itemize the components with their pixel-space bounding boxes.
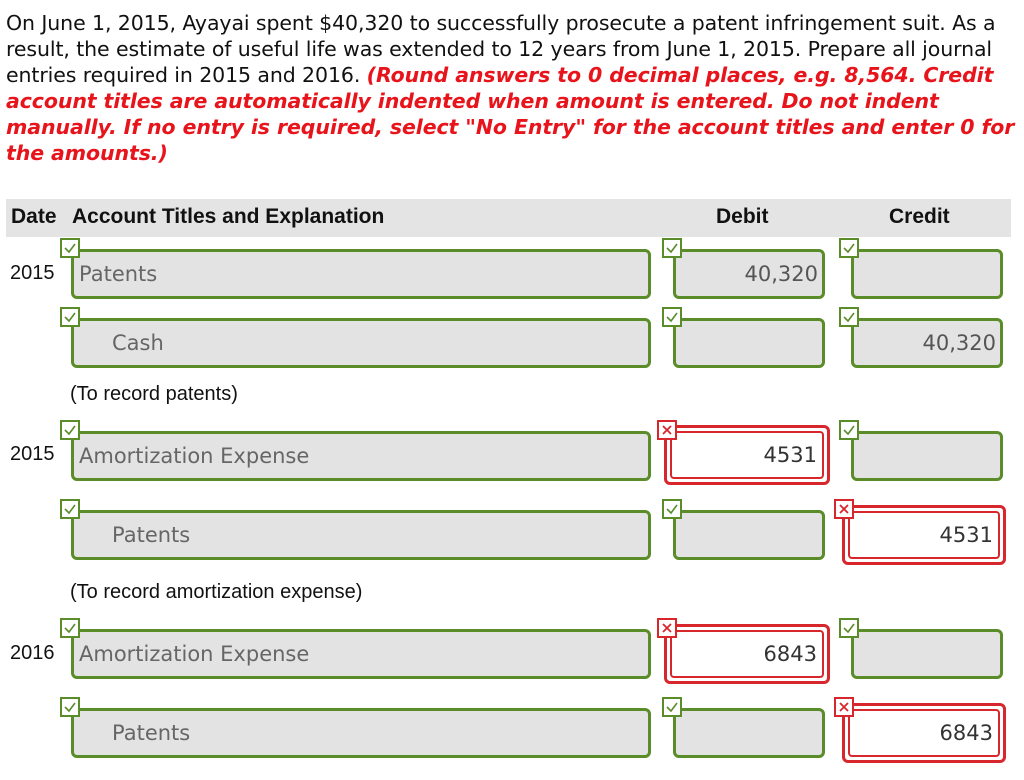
credit-value: 40,320: [922, 331, 996, 355]
cross-icon: [657, 420, 677, 440]
credit-field[interactable]: [851, 249, 1003, 299]
header-date: Date: [11, 205, 57, 228]
entry-explanation: (To record patents): [70, 383, 238, 405]
credit-field[interactable]: 40,320: [851, 318, 1003, 368]
account-title-field[interactable]: Cash: [71, 318, 651, 368]
journal-table-header: Date Account Titles and Explanation Debi…: [6, 199, 1011, 237]
debit-field[interactable]: 4531: [664, 425, 830, 485]
problem-text: On June 1, 2015, Ayayai spent $40,320 to…: [6, 11, 996, 87]
cross-icon: [657, 618, 677, 638]
debit-value: 6843: [763, 642, 817, 666]
check-icon: [662, 697, 682, 717]
debit-value: 4531: [763, 443, 817, 467]
account-title-field[interactable]: Patents: [71, 510, 651, 560]
account-title-value: Amortization Expense: [79, 444, 310, 468]
cross-icon: [834, 697, 854, 717]
debit-field[interactable]: 40,320: [673, 249, 825, 299]
credit-field[interactable]: [851, 629, 1003, 679]
header-debit: Debit: [716, 205, 769, 228]
account-title-value: Amortization Expense: [79, 642, 310, 666]
debit-value: 40,320: [744, 262, 818, 286]
cross-icon: [834, 499, 854, 519]
account-title-field[interactable]: Patents: [71, 249, 651, 299]
check-icon: [839, 307, 859, 327]
credit-value: 6843: [939, 721, 993, 745]
check-icon: [662, 238, 682, 258]
check-icon: [839, 618, 859, 638]
account-title-value: Patents: [112, 721, 191, 745]
account-title-field[interactable]: Amortization Expense: [71, 629, 651, 679]
check-icon: [60, 238, 80, 258]
check-icon: [60, 420, 80, 440]
account-title-value: Cash: [112, 331, 164, 355]
header-account: Account Titles and Explanation: [72, 205, 385, 228]
debit-field[interactable]: [673, 318, 825, 368]
account-title-value: Patents: [79, 262, 158, 286]
check-icon: [60, 697, 80, 717]
check-icon: [60, 618, 80, 638]
entry-date: 2015: [10, 443, 55, 465]
problem-statement: On June 1, 2015, Ayayai spent $40,320 to…: [6, 10, 1016, 166]
check-icon: [839, 420, 859, 440]
debit-field[interactable]: 6843: [664, 624, 830, 684]
check-icon: [60, 499, 80, 519]
entry-date: 2016: [10, 642, 55, 664]
credit-field[interactable]: 6843: [842, 703, 1006, 763]
problem-instructions: (Round answers to 0 decimal places, e.g.…: [6, 63, 1015, 165]
entry-date: 2015: [10, 262, 55, 284]
header-credit: Credit: [889, 205, 950, 228]
check-icon: [662, 307, 682, 327]
debit-field[interactable]: [673, 510, 825, 560]
account-title-field[interactable]: Patents: [71, 708, 651, 758]
credit-field[interactable]: 4531: [842, 505, 1006, 565]
credit-field[interactable]: [851, 431, 1003, 481]
check-icon: [839, 238, 859, 258]
debit-field[interactable]: [673, 708, 825, 758]
entry-explanation: (To record amortization expense): [70, 581, 363, 603]
account-title-field[interactable]: Amortization Expense: [71, 431, 651, 481]
credit-value: 4531: [939, 523, 993, 547]
check-icon: [60, 307, 80, 327]
account-title-value: Patents: [112, 523, 191, 547]
check-icon: [662, 499, 682, 519]
